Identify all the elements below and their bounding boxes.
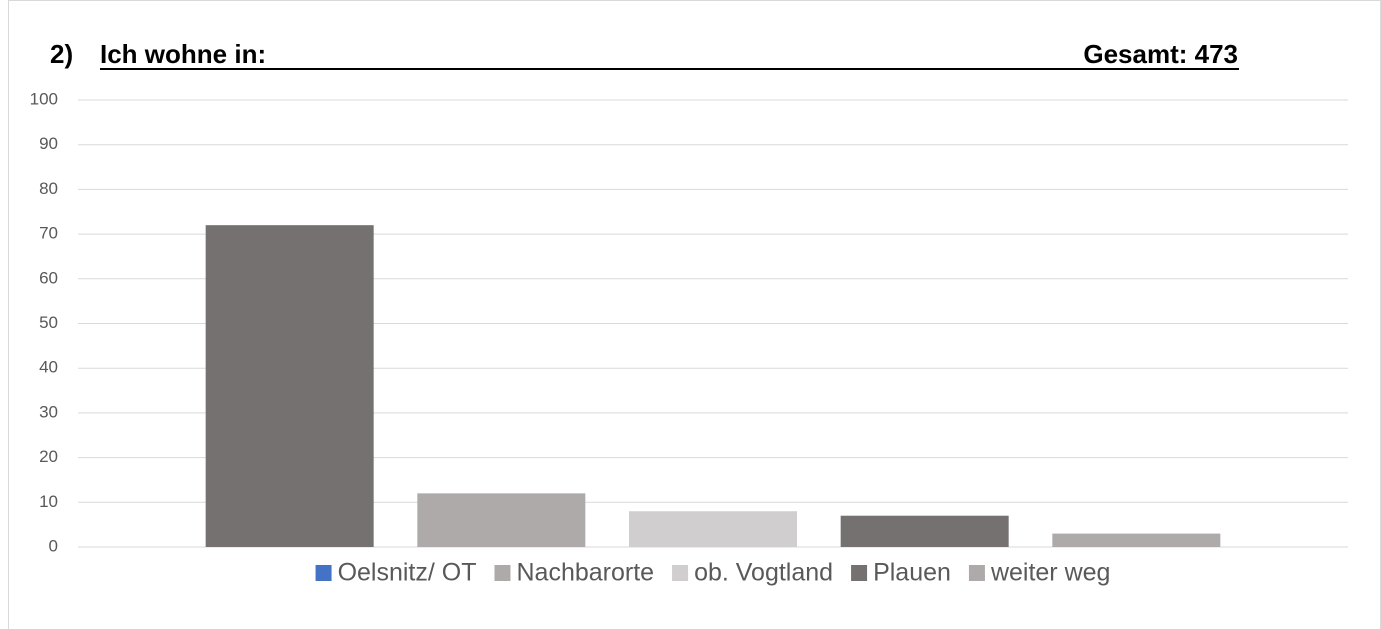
y-tick-label: 10 — [39, 492, 58, 511]
legend-swatch — [672, 565, 689, 581]
legend-label: ob. Vogtland — [694, 559, 833, 587]
legend-label: Plauen — [873, 559, 951, 587]
legend-label: Oelsnitz/ OT — [338, 559, 477, 587]
chart-title: Ich wohne in: — [100, 39, 266, 69]
legend-swatch — [315, 565, 332, 581]
y-tick-label: 90 — [39, 134, 58, 153]
y-tick-label: 70 — [39, 224, 58, 243]
chart-subtitle: Gesamt: 473 — [1083, 39, 1238, 69]
y-tick-label: 60 — [39, 268, 58, 287]
bar — [840, 515, 1009, 547]
y-tick-label: 30 — [39, 402, 58, 421]
y-tick-label: 80 — [39, 179, 58, 198]
legend-label: Nachbarorte — [516, 559, 654, 587]
legend-swatch — [851, 565, 868, 581]
y-tick-label: 20 — [39, 447, 58, 466]
y-tick-label: 40 — [39, 358, 58, 377]
legend-swatch — [968, 565, 985, 581]
bar — [205, 225, 374, 547]
bar — [1052, 533, 1221, 547]
chart-number: 2) — [50, 39, 73, 69]
y-tick-label: 50 — [39, 313, 58, 332]
bar — [417, 493, 586, 547]
legend-label: weiter weg — [990, 559, 1111, 587]
legend-swatch — [494, 565, 511, 581]
y-tick-label: 0 — [49, 536, 58, 555]
y-tick-label: 100 — [30, 89, 58, 108]
bar — [629, 511, 797, 547]
